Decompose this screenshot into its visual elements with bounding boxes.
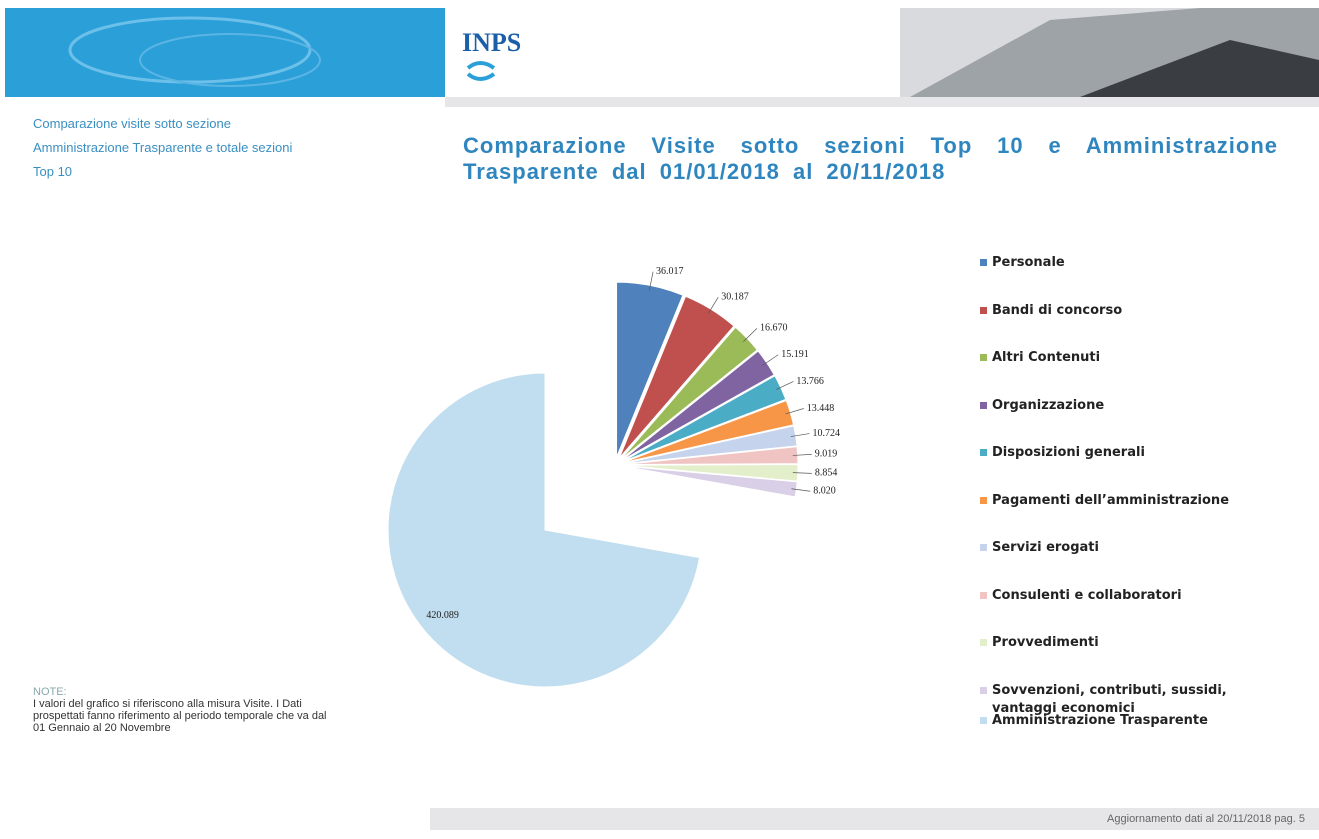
note-title: NOTE: xyxy=(33,686,67,698)
chart-title: Comparazione Visite sotto sezioni Top 10… xyxy=(463,133,1278,184)
sidebar: Comparazione visite sotto sezione Amminis… xyxy=(33,112,292,184)
legend-label: Altri Contenuti xyxy=(992,350,1101,365)
logo-icon xyxy=(466,61,496,81)
legend-item: Provvedimenti xyxy=(980,634,1252,652)
legend-swatch xyxy=(980,259,987,266)
note-text: I valori del grafico si riferiscono alla… xyxy=(33,698,327,734)
data-label: 10.724 xyxy=(812,428,840,439)
leader-line xyxy=(791,488,811,492)
legend-swatch xyxy=(980,591,987,599)
legend-swatch xyxy=(980,354,987,361)
data-label: 9.019 xyxy=(815,449,838,460)
note: NOTE: I valori del grafico si riferiscon… xyxy=(33,686,333,734)
logo: INPS xyxy=(462,28,521,57)
sidebar-line: Amministrazione Trasparente e totale sez… xyxy=(33,140,293,155)
legend-swatch xyxy=(980,306,987,314)
sidebar-line: Top 10 xyxy=(33,164,73,179)
legend-label: Disposizioni generali xyxy=(992,445,1145,460)
legend-swatch xyxy=(980,449,987,456)
legend-item: Organizzazione xyxy=(980,397,1252,415)
data-label: 13.448 xyxy=(807,403,835,414)
legend-label: Amministrazione Trasparente xyxy=(992,713,1208,728)
leader-line xyxy=(776,381,794,390)
leader-line xyxy=(792,454,812,456)
data-label: 36.017 xyxy=(656,266,684,277)
leader-line xyxy=(708,297,719,314)
pie-slice xyxy=(387,372,701,688)
legend-swatch xyxy=(980,496,987,504)
legend-swatch xyxy=(980,544,987,551)
legend-swatch xyxy=(980,717,987,724)
data-label: 30.187 xyxy=(721,292,749,303)
legend-item: Consulenti e collaboratori xyxy=(980,587,1252,605)
leader-line xyxy=(785,408,804,415)
legend-item: Pagamenti dell’amministrazione xyxy=(980,492,1252,510)
legend-label: Provvedimenti xyxy=(992,635,1099,650)
data-label: 8.854 xyxy=(815,468,838,479)
leader-line xyxy=(790,433,810,437)
legend-item: Amministrazione Trasparente xyxy=(980,712,1252,730)
legend-swatch xyxy=(980,401,987,409)
legend-item: Disposizioni generali xyxy=(980,444,1252,462)
legend-label: Personale xyxy=(992,255,1065,270)
legend-label: Servizi erogati xyxy=(992,540,1099,555)
legend-item: Sovvenzioni, contributi, sussidi, vantag… xyxy=(980,682,1252,718)
legend-item: Personale xyxy=(980,254,1252,272)
legend-swatch xyxy=(980,639,987,646)
legend-item: Servizi erogati xyxy=(980,539,1252,557)
sidebar-line: Comparazione visite sotto sezione xyxy=(33,116,231,131)
legend-item: Bandi di concorso xyxy=(980,302,1252,320)
leader-line xyxy=(792,472,812,474)
footer: Aggiornamento dati al 20/11/2018 pag. 5 xyxy=(430,808,1319,830)
data-label: 420.089 xyxy=(426,610,459,621)
data-label: 13.766 xyxy=(796,376,824,387)
header-bar xyxy=(445,97,1319,107)
data-label: 8.020 xyxy=(813,486,836,497)
swirl xyxy=(139,33,321,87)
legend-label: Organizzazione xyxy=(992,397,1105,413)
legend-item: Altri Contenuti xyxy=(980,349,1252,367)
swirl xyxy=(68,16,312,84)
legend-swatch xyxy=(980,686,987,694)
footer-text: Aggiornamento dati al 20/11/2018 pag. 5 xyxy=(1107,813,1305,825)
building xyxy=(1080,40,1319,97)
leader-line xyxy=(649,271,654,291)
leader-line xyxy=(762,354,779,366)
legend-label: Consulenti e collaboratori xyxy=(992,587,1182,603)
legend-label: Bandi di concorso xyxy=(992,302,1123,318)
data-label: 15.191 xyxy=(781,349,809,360)
data-label: 16.670 xyxy=(760,323,788,334)
leader-line xyxy=(743,328,758,342)
legend-label: Pagamenti dell’amministrazione xyxy=(992,492,1230,508)
legend-label: Sovvenzioni, contributi, sussidi, vantag… xyxy=(992,682,1227,716)
